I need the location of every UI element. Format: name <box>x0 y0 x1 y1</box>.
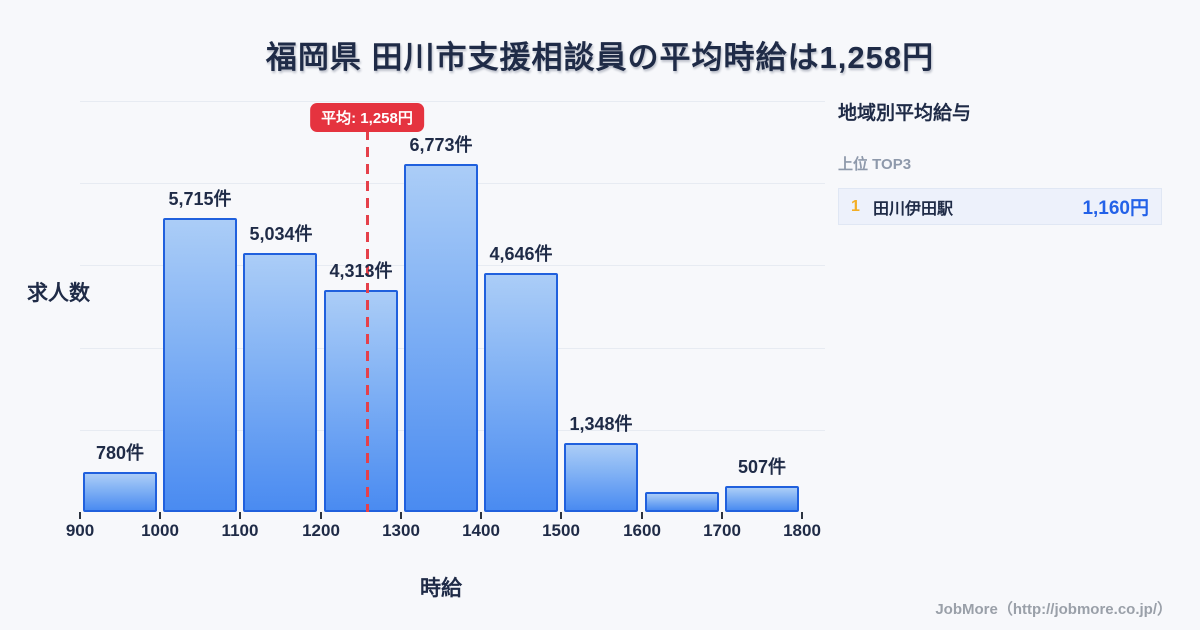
bar-value-label: 4,313件 <box>329 261 393 281</box>
x-axis-tick <box>79 512 81 519</box>
x-axis-tick-label: 1800 <box>783 521 821 540</box>
panel-heading: 地域別平均給与 <box>838 103 972 124</box>
bar-value-label: 780件 <box>95 443 145 463</box>
rank-wage-value: 1,160円 <box>1082 198 1149 219</box>
x-axis-tick-label: 1100 <box>221 521 259 540</box>
bar-value-label: 4,646件 <box>489 244 553 264</box>
x-axis-tick-label: 1300 <box>382 521 420 540</box>
y-axis-label: 求人数 <box>27 282 90 305</box>
rank-number: 1 <box>851 197 860 215</box>
panel-subheading: 上位 TOP3 <box>838 156 912 173</box>
average-line <box>366 130 369 512</box>
histogram-bar <box>484 273 558 512</box>
ranking-row: 1 田川伊田駅 1,160円 <box>838 188 1162 225</box>
histogram-bar <box>404 164 478 512</box>
x-axis-tick <box>239 512 241 519</box>
gridline <box>80 101 825 102</box>
bar-value-label: 507件 <box>737 457 787 477</box>
x-axis-tick-label: 1700 <box>703 521 741 540</box>
x-axis-tick-label: 1500 <box>542 521 580 540</box>
average-badge: 平均: 1,258円 <box>310 103 424 132</box>
x-axis-tick <box>159 512 161 519</box>
region-panel: 地域別平均給与 上位 TOP3 1 田川伊田駅 1,160円 <box>838 98 1162 225</box>
page-title: 福岡県 田川市支援相談員の平均時給は1,258円 <box>265 40 935 75</box>
histogram-bar <box>564 443 638 512</box>
x-axis-tick-label: 1000 <box>141 521 179 540</box>
x-axis-tick-label: 900 <box>65 521 95 540</box>
bar-value-label: 6,773件 <box>409 135 473 155</box>
x-axis-tick-label: 1400 <box>462 521 500 540</box>
x-axis-tick <box>400 512 402 519</box>
histogram-bar <box>725 486 799 512</box>
histogram-bar <box>243 253 317 512</box>
x-axis-tick-label: 1600 <box>623 521 661 540</box>
rank-station-name: 田川伊田駅 <box>873 200 954 218</box>
x-axis-tick <box>801 512 803 519</box>
x-axis-label: 時給 <box>420 577 462 600</box>
histogram-bar <box>645 492 719 512</box>
x-axis-tick <box>560 512 562 519</box>
bar-value-label: 1,348件 <box>569 414 633 434</box>
histogram-bar <box>324 290 398 512</box>
x-axis-tick <box>721 512 723 519</box>
footer-credit: JobMore（http://jobmore.co.jp/） <box>935 601 1172 618</box>
histogram-bar <box>83 472 157 512</box>
x-axis-tick <box>480 512 482 519</box>
histogram-bar <box>163 218 237 512</box>
plot-area: 780件 5,715件 5,034件 4,313件 6,773件 4,646件 1,348件… <box>66 101 825 540</box>
x-axis-tick <box>641 512 643 519</box>
x-axis-tick <box>320 512 322 519</box>
x-axis-tick-label: 1200 <box>302 521 340 540</box>
bar-value-label: 5,034件 <box>249 224 313 244</box>
bar-value-label: 5,715件 <box>168 189 232 209</box>
